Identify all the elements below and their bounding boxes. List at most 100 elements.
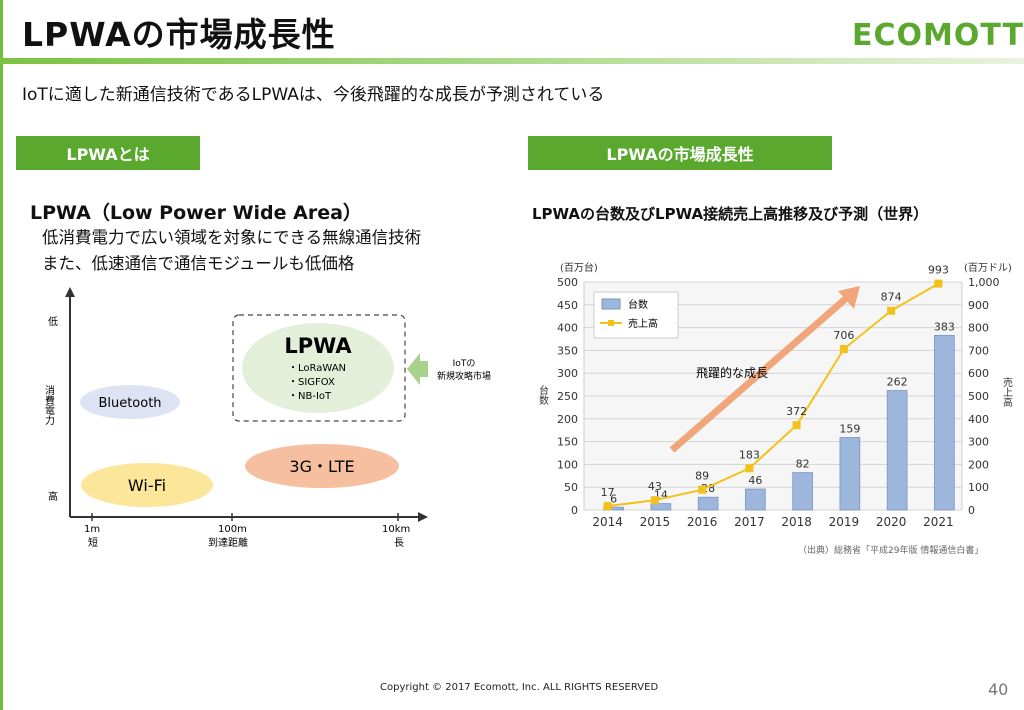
- growth-arrow-icon: [838, 286, 860, 309]
- x-axis-label: 到達距離: [208, 536, 248, 549]
- y-axis-arrowhead: [65, 287, 75, 297]
- legend-bar-label: 台数: [628, 298, 648, 311]
- y-tick-label: 50: [564, 481, 578, 494]
- x-tick-label: 2021: [923, 515, 954, 529]
- y2-tick-label: 700: [968, 344, 989, 357]
- bar-data-label: 159: [839, 422, 860, 435]
- y-tick-label: 150: [557, 436, 578, 449]
- y-axis-unit: (百万台): [560, 261, 598, 274]
- left-accent-rule: [0, 0, 3, 710]
- x-tick-label: 2016: [687, 515, 718, 529]
- line-point: [603, 502, 612, 511]
- y2-tick-label: 300: [968, 436, 989, 449]
- y-tick-label: 300: [557, 367, 578, 380]
- lpwa-description-line-1: 低消費電力で広い領域を対象にできる無線通信技術: [42, 228, 422, 247]
- bar-data-label: 262: [887, 376, 908, 389]
- bar-data-label: 6: [610, 492, 617, 505]
- bar-data-label: 383: [934, 320, 955, 333]
- y-tick-label: 0: [571, 504, 578, 517]
- new-market-arrow-icon: [407, 353, 428, 385]
- line-point: [698, 485, 707, 494]
- series-line: [607, 282, 939, 508]
- lpwa-positioning-diagram: 低 高 消費電力 1m 短 100m 到達距離 10km 長 Bluetooth…: [43, 287, 491, 549]
- lte-label: 3G・LTE: [289, 457, 354, 476]
- bluetooth-label: Bluetooth: [98, 396, 161, 411]
- x-tick-label: 2018: [781, 515, 812, 529]
- page-subtitle: IoTに適した新通信技術であるLPWAは、今後飛躍的な成長が予測されている: [22, 85, 605, 105]
- y2-tick-label: 200: [968, 458, 989, 471]
- y-tick-label: 500: [557, 276, 578, 289]
- legend-line-label: 売上高: [628, 317, 658, 330]
- bar: [886, 390, 908, 511]
- lpwa-bubble-title: LPWA: [284, 334, 352, 358]
- axis-labels: 0 50 100 150 200 250 300 350 400 450 500 0 100 200 300…: [557, 276, 1000, 529]
- page-title: LPWAの市場成長性: [22, 15, 336, 54]
- x-tick-label: 2017: [734, 515, 765, 529]
- legend-line-marker: [608, 320, 614, 326]
- chart-heading: LPWAの台数及びLPWA接続売上高推移及び予測（世界）: [532, 205, 929, 223]
- y2-tick-label: 100: [968, 481, 989, 494]
- line-data-label: 874: [881, 291, 902, 304]
- line-series-revenue: 17 43 89 183 372 706 874 993: [601, 264, 949, 511]
- line-point: [887, 306, 896, 315]
- x-tick-label-1m: 1m: [84, 524, 100, 535]
- bluetooth-bubble: [80, 385, 180, 419]
- lpwa-item-nbiot: ・NB-IoT: [288, 391, 332, 402]
- y2-tick-label: 900: [968, 299, 989, 312]
- line-point: [839, 345, 848, 354]
- lpwa-item-lorawan: ・LoRaWAN: [288, 363, 346, 374]
- y2-tick-label: 0: [968, 504, 975, 517]
- bar: [745, 488, 766, 511]
- x-tick-label: 2015: [640, 515, 671, 529]
- y-tick-label: 100: [557, 458, 578, 471]
- line-point: [934, 279, 943, 288]
- line-data-label: 43: [648, 480, 662, 493]
- y2-axis-title: 売上高: [1001, 376, 1013, 408]
- legend-bar-swatch: [601, 298, 621, 310]
- page-number: 40: [988, 680, 1009, 699]
- bar-data-label: 46: [748, 474, 762, 487]
- line-point: [650, 496, 659, 505]
- y2-axis-unit: (百万ドル): [964, 262, 1012, 274]
- lpwa-dashed-frame: [232, 314, 406, 422]
- x-tick-label-10km: 10km: [382, 524, 410, 535]
- section-tab-lpwa-about: LPWAとは: [16, 136, 200, 170]
- y-tick-label: 200: [557, 413, 578, 426]
- y2-tick-label: 400: [968, 413, 989, 426]
- bar-data-label: 82: [796, 458, 810, 471]
- y-axis-label: 消費電力: [43, 384, 55, 426]
- y-axis-bottom-label: 高: [48, 490, 58, 503]
- bar: [697, 496, 719, 511]
- y-axis-top-label: 低: [48, 315, 58, 328]
- lpwa-bubble: [242, 323, 394, 413]
- bar: [934, 334, 955, 511]
- line-data-label: 89: [695, 470, 709, 483]
- title-underline: [0, 58, 1024, 64]
- bar: [792, 472, 813, 511]
- line-data-label: 706: [833, 329, 854, 342]
- line-data-label: 183: [739, 448, 760, 461]
- lpwa-heading: LPWA（Low Power Wide Area）: [30, 202, 362, 224]
- y-tick-label: 350: [557, 344, 578, 357]
- growth-annotation: 飛躍的な成長: [696, 365, 768, 380]
- growth-arrow-shaft: [669, 292, 853, 453]
- lpwa-item-sigfox: ・SIGFOX: [288, 377, 335, 388]
- line-point: [792, 421, 801, 430]
- wifi-label: Wi-Fi: [128, 476, 166, 495]
- y2-tick-label: 600: [968, 367, 989, 380]
- section-tab-market-growth: LPWAの市場成長性: [528, 136, 832, 170]
- x-tick-label: 2020: [876, 515, 907, 529]
- y-tick-label: 400: [557, 322, 578, 335]
- footer-copyright: Copyright © 2017 Ecomott, Inc. ALL RIGHT…: [380, 682, 659, 693]
- x-axis-left-label: 短: [88, 536, 98, 549]
- new-market-label-line-2: 新規攻略市場: [437, 370, 491, 382]
- line-point: [745, 464, 754, 473]
- lpwa-description-line-2: また、低速通信で通信モジュールも低価格: [42, 254, 355, 273]
- y-tick-label: 450: [557, 299, 578, 312]
- y2-tick-label: 500: [968, 390, 989, 403]
- x-tick-label-100m: 100m: [218, 524, 247, 535]
- lte-bubble: [245, 444, 399, 488]
- y-tick-label: 250: [557, 390, 578, 403]
- wifi-bubble: [81, 463, 213, 507]
